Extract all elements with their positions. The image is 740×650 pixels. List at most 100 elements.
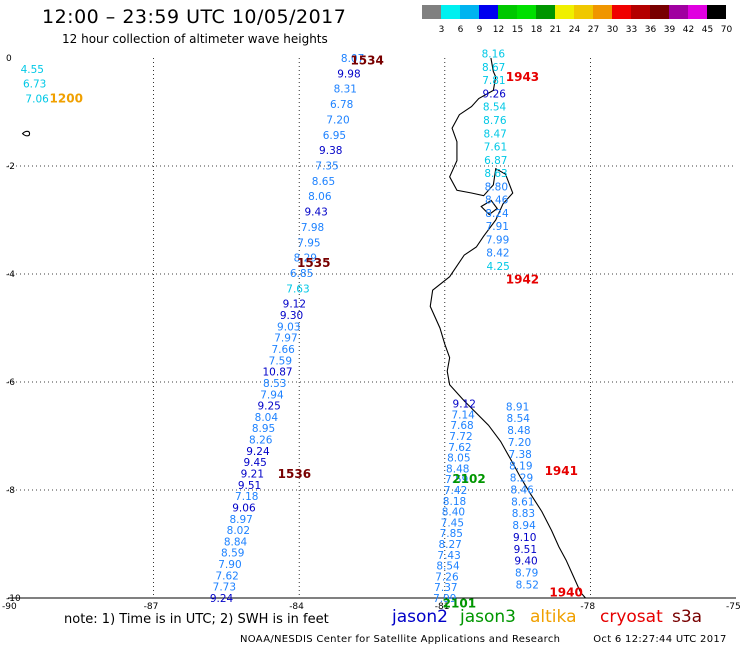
swh-value-label: 9.06 [232, 502, 256, 514]
swh-value-label: 8.94 [512, 520, 536, 532]
swh-value-label: 8.76 [483, 115, 507, 127]
swh-value-label: 7.66 [271, 344, 295, 356]
colorbar-swatch [498, 5, 517, 19]
swh-value-label: 8.91 [506, 401, 529, 413]
swh-value-label: 6.85 [290, 268, 313, 280]
x-axis-label: -90 [2, 602, 17, 612]
swh-value-label: 8.31 [334, 84, 357, 96]
pass-time-label: 1534 [350, 54, 383, 68]
pass-time-label: 2102 [452, 472, 485, 486]
y-axis-label: -6 [6, 378, 15, 388]
y-axis-label: -4 [6, 270, 15, 280]
colorbar-label: 3 [439, 25, 445, 35]
swh-value-label: 9.24 [246, 446, 270, 458]
colorbar-swatch [536, 5, 555, 19]
swh-value-label: 7.14 [451, 409, 475, 421]
swh-value-label: 8.29 [510, 473, 533, 485]
pass-time-label: 1200 [50, 92, 83, 106]
swh-value-label: 9.12 [453, 399, 476, 411]
colorbar-label: 30 [607, 25, 619, 35]
swh-value-label: 9.45 [243, 457, 266, 469]
swh-value-label: 7.73 [213, 582, 236, 594]
swh-value-label: 8.48 [446, 463, 469, 475]
swh-value-label: 8.02 [227, 525, 250, 537]
swh-value-label: 10.87 [263, 367, 293, 379]
coastline [429, 57, 586, 599]
colorbar-label: 12 [493, 25, 504, 35]
swh-value-label: 8.26 [249, 435, 273, 447]
swh-value-label: 8.18 [443, 496, 466, 508]
legend-item-s3a: s3a [672, 607, 703, 627]
swh-value-label: 9.38 [319, 145, 342, 157]
swh-value-label: 7.59 [445, 474, 468, 486]
swh-value-label: 9.25 [257, 401, 280, 413]
swh-value-label: 8.83 [512, 508, 535, 520]
swh-value-label: 9.98 [337, 68, 360, 80]
colorbar-swatch [479, 5, 498, 19]
track-s3a-north: 8.168.677.819.26 8.548.768.47 7.616.878.63… [482, 49, 510, 273]
swh-value-label: 6.87 [484, 155, 507, 167]
swh-value-label: 7.68 [450, 420, 473, 432]
swh-value-label: 9.51 [514, 544, 537, 556]
swh-value-label: 8.54 [507, 413, 531, 425]
swh-value-label: 8.19 [509, 461, 532, 473]
swh-value-label: 8.48 [507, 425, 530, 437]
legend-item-jason3: jason3 [460, 607, 516, 627]
swh-value-label: 7.72 [449, 431, 472, 443]
map-grid [8, 58, 736, 599]
swh-value-label: 8.06 [308, 191, 332, 203]
x-axis-label: -81 [435, 602, 450, 612]
swh-value-label: 8.05 [447, 453, 470, 465]
swh-value-label: 8.80 [485, 181, 508, 193]
legend-note: note: 1) Time is in UTC; 2) SWH is in fe… [64, 612, 329, 627]
y-axis-label: -2 [6, 162, 15, 172]
colorbar-label: 18 [531, 25, 543, 35]
swh-value-label: 9.43 [304, 207, 327, 219]
swh-value-label: 9.10 [513, 532, 536, 544]
swh-value-label: 7.99 [486, 234, 509, 246]
colorbar-swatch [593, 5, 612, 19]
colorbar-label: 45 [702, 25, 713, 35]
swh-value-label: 7.59 [269, 355, 292, 367]
swh-value-label: 7.18 [235, 491, 258, 503]
pass-time-label: 1940 [549, 586, 582, 600]
swh-value-label: 7.90 [218, 559, 241, 571]
colorbar-label: 42 [683, 25, 694, 35]
swh-value-label: 7.62 [448, 442, 471, 454]
pass-time-label: 1535 [297, 256, 330, 270]
colorbar-swatch [650, 5, 669, 19]
swh-value-label: 8.04 [255, 412, 279, 424]
swh-value-label: 7.62 [215, 570, 238, 582]
swh-value-label: 9.26 [483, 88, 507, 100]
swh-value-label: 8.46 [485, 195, 509, 207]
swh-value-label: 7.91 [486, 221, 509, 233]
colorbar-swatch [669, 5, 688, 19]
swh-value-label: 9.30 [280, 310, 303, 322]
colorbar-swatch [460, 5, 479, 19]
swh-value-label: 7.35 [315, 160, 338, 172]
swh-value-label: 8.54 [483, 102, 507, 114]
pass-time-label: 1941 [545, 464, 578, 478]
colorbar-swatch [574, 5, 593, 19]
colorbar-label: 27 [588, 25, 599, 35]
swh-value-label: 9.12 [283, 299, 306, 311]
x-axis-label: -84 [289, 602, 304, 612]
x-axis-label: -87 [144, 602, 159, 612]
swh-value-label: 8.53 [263, 378, 286, 390]
swh-value-label: 7.85 [440, 528, 463, 540]
swh-value-label: 7.43 [437, 550, 460, 562]
colorbar-label: 24 [569, 25, 581, 35]
colorbar-label: 39 [664, 25, 676, 35]
swh-value-label: 8.65 [312, 176, 335, 188]
swh-value-label: 8.54 [436, 561, 460, 573]
swh-value-label: 8.42 [486, 248, 509, 260]
swh-value-label: 8.40 [442, 507, 465, 519]
track-cryosat-north: 8.07 9.98 8.31 6.78 7.20 6.95 9.38 7.35 8.65 8.06… [210, 53, 364, 605]
galapagos-islet [21, 130, 31, 137]
colorbar-label: 9 [477, 25, 483, 35]
swh-value-label: 8.47 [483, 128, 506, 140]
swh-value-label: 6.95 [323, 130, 346, 142]
colorbar-swatch [517, 5, 536, 19]
pass-time-label: 1536 [278, 467, 311, 481]
